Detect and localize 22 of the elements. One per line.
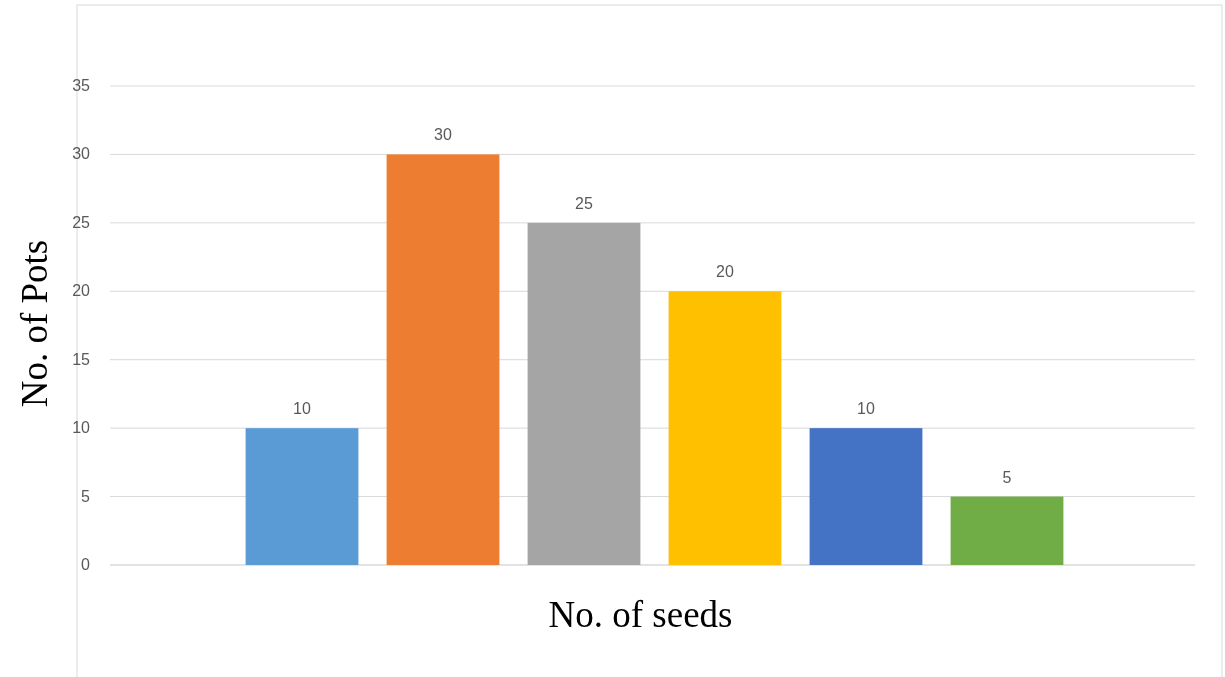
y-tick-label: 25 [72, 213, 91, 231]
y-tick-label: 30 [72, 145, 91, 163]
data-label: 10 [293, 400, 311, 418]
y-tick-label: 5 [81, 487, 91, 505]
bar [950, 496, 1064, 565]
data-label: 5 [1002, 468, 1012, 486]
bar [527, 222, 641, 565]
bar [809, 428, 923, 565]
y-tick-label: 20 [72, 282, 91, 300]
data-label: 10 [857, 400, 875, 418]
y-tick-label: 10 [72, 419, 91, 437]
bar [668, 291, 782, 565]
y-tick-label: 0 [81, 556, 91, 573]
bar [386, 154, 500, 565]
y-tick-label: 35 [72, 77, 91, 94]
data-label: 20 [716, 263, 734, 281]
x-axis-title: No. of seeds [548, 594, 733, 635]
y-axis-title: No. of Pots [14, 239, 55, 408]
data-label: 25 [575, 194, 593, 212]
y-tick-label: 15 [72, 350, 91, 368]
data-label: 30 [434, 126, 452, 144]
bar [245, 428, 359, 565]
